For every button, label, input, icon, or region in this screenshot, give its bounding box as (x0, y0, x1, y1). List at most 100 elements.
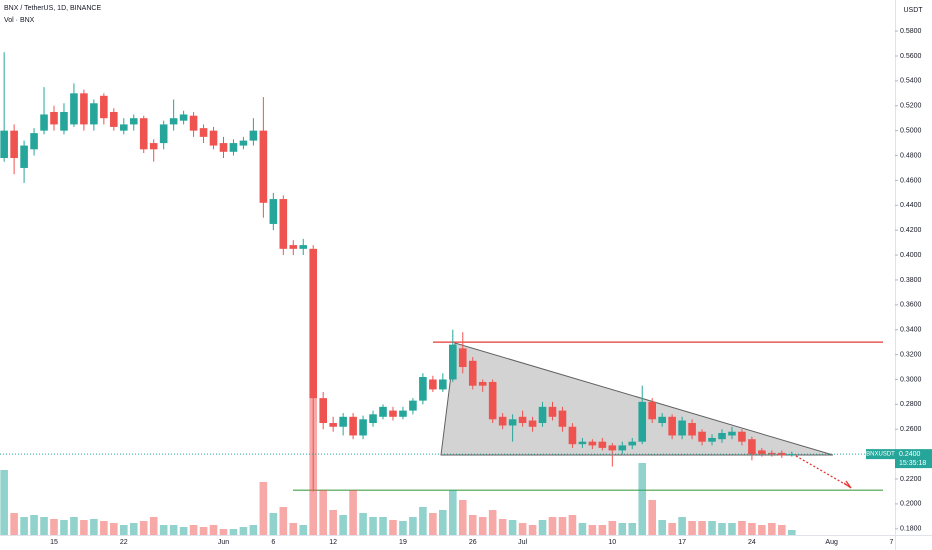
volume-bar (30, 515, 38, 535)
volume-bar (538, 520, 547, 535)
candle-body (20, 145, 28, 168)
y-tick-label: 0.1800 (900, 526, 922, 533)
x-tick-label: Aug (825, 539, 838, 546)
candle-body (389, 410, 397, 417)
volume-bar (419, 507, 427, 535)
volume-bar (588, 525, 597, 535)
volume-bar (40, 517, 48, 535)
candle-body (399, 410, 407, 417)
candle-body (239, 140, 248, 146)
candle-body (508, 419, 517, 426)
volume-bar (259, 482, 268, 535)
volume-bar (558, 517, 567, 535)
candle-body (299, 245, 308, 249)
candle-body (40, 114, 48, 131)
candle-body (329, 423, 337, 427)
volume-bar (748, 523, 756, 535)
volume-bar (668, 523, 676, 535)
volume-bar (229, 529, 238, 535)
candle-body (0, 130, 8, 159)
volume-bar (299, 525, 308, 535)
x-tick-label: 10 (608, 539, 616, 546)
volume-bar (269, 513, 278, 535)
candle-body (528, 420, 537, 427)
x-tick-label: 15 (50, 539, 58, 546)
volume-bar (80, 520, 88, 535)
volume-bar (279, 507, 288, 535)
candle-body (498, 416, 507, 426)
volume-bar (628, 523, 637, 535)
volume-bar (498, 519, 507, 535)
candle-body (658, 416, 666, 424)
candle-body (279, 199, 288, 249)
x-tick-label: 7 (890, 539, 894, 546)
triangle-pattern (440, 342, 834, 456)
volume-bar (249, 525, 258, 535)
y-tick-label: 0.4800 (900, 152, 922, 159)
candle-body (558, 410, 567, 427)
candle-body (688, 423, 696, 436)
y-tick-label: 0.4400 (900, 202, 922, 209)
last-price-box (895, 449, 932, 469)
volume-bar (149, 517, 158, 535)
volume-bar (100, 521, 108, 535)
candle-body (588, 441, 597, 446)
y-tick-label: 0.3800 (900, 277, 922, 284)
y-tick-label: 0.3000 (900, 376, 922, 383)
volume-bar (648, 500, 656, 535)
volume-bar (70, 517, 78, 535)
volume-bar (239, 527, 248, 535)
volume-bar (578, 523, 587, 535)
candle-body (110, 111, 118, 127)
volume-bar (319, 490, 327, 535)
candle-body (718, 432, 726, 440)
candle-body (169, 118, 178, 125)
arrow-head (843, 480, 852, 489)
volume-bar (20, 517, 28, 535)
volume-bar (399, 521, 407, 535)
y-tick-label: 0.4200 (900, 227, 922, 234)
candle-body (249, 130, 258, 141)
candle-body (219, 143, 228, 152)
volume-bar (468, 515, 477, 535)
volume-bar (758, 525, 766, 535)
volume-bar (718, 523, 726, 535)
candle-body (379, 406, 387, 417)
y-tick-label: 0.2000 (900, 501, 922, 508)
candle-body (468, 360, 477, 386)
candle-body (50, 111, 58, 125)
candle-body (738, 431, 746, 442)
candle-body (638, 401, 647, 442)
volume-bar (289, 523, 298, 535)
volume-bar (119, 525, 128, 535)
volume-bar (508, 520, 517, 535)
candle-body (708, 437, 716, 442)
candle-body (678, 420, 686, 436)
candle-body (259, 130, 268, 203)
candle-body (359, 419, 367, 436)
candle-body (698, 431, 706, 442)
volume-bar (409, 517, 417, 535)
x-tick-label: Jun (218, 539, 229, 546)
candle-body (409, 400, 417, 411)
candle-body (419, 376, 427, 401)
y-tick-label: 0.4600 (900, 177, 922, 184)
volume-bar (389, 520, 397, 535)
volume-bar (449, 490, 457, 535)
candle-body (10, 130, 18, 159)
x-tick-label: 24 (748, 539, 756, 546)
y-tick-label: 0.3400 (900, 327, 922, 334)
candle-body (309, 248, 318, 399)
candle-body (339, 416, 347, 427)
volume-bar (0, 470, 8, 535)
y-tick-label: 0.2200 (900, 476, 922, 483)
candle-body (30, 133, 38, 150)
volume-bar (528, 525, 537, 535)
volume-bar (169, 525, 178, 535)
volume-bar (688, 521, 696, 535)
volume-bar (10, 513, 18, 535)
volume-bar (608, 521, 617, 535)
candle-body (289, 245, 298, 249)
volume-bar (768, 523, 776, 535)
